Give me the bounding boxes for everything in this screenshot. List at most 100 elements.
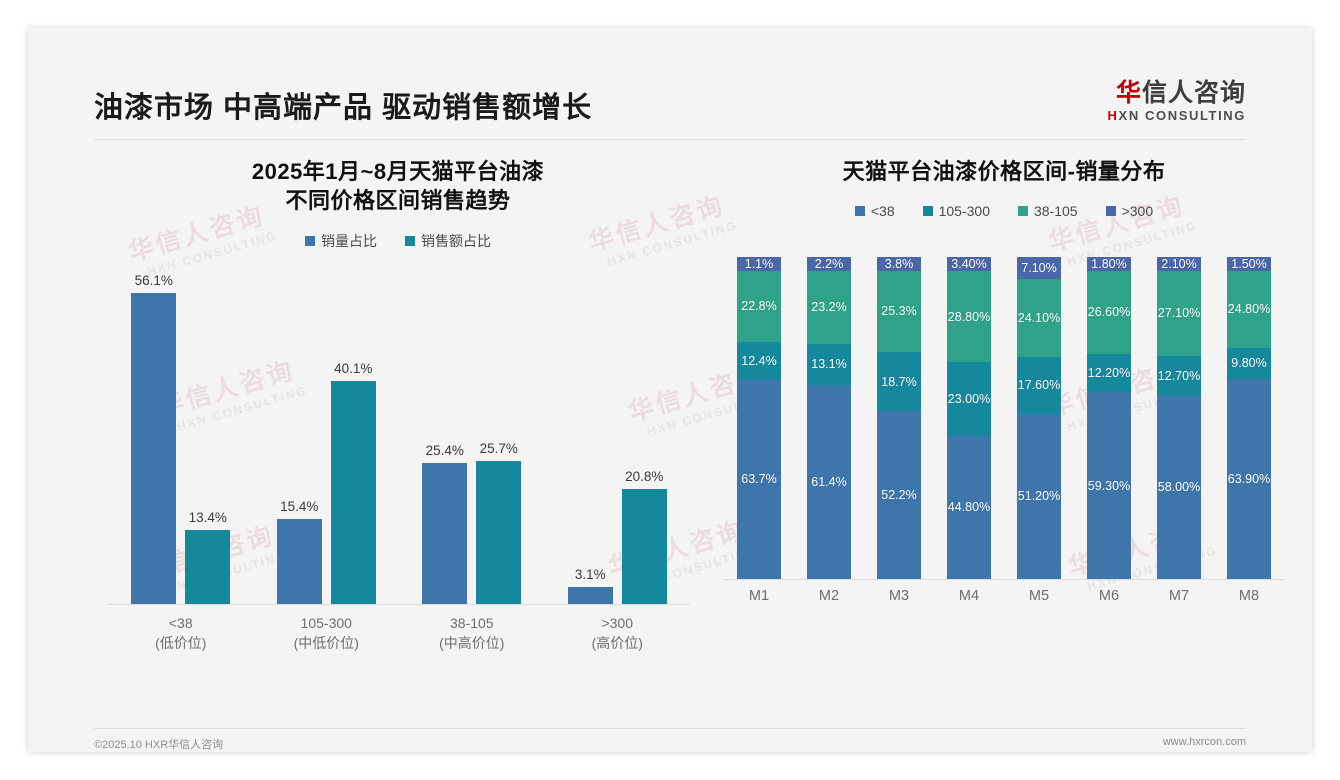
- legend-item-<38[interactable]: <38: [854, 203, 895, 219]
- bar-column[interactable]: 25.4%: [422, 271, 468, 605]
- stacked-column[interactable]: 3.8% 25.3% 18.7% 52.2%: [864, 256, 934, 579]
- stack-segment[interactable]: 2.10%: [1157, 256, 1201, 271]
- stacked-column[interactable]: 2.2% 23.2% 13.1% 61.4%: [794, 256, 864, 579]
- legend-item-sales-amount[interactable]: 销售额占比: [405, 231, 491, 251]
- bar-column[interactable]: 25.7%: [476, 271, 522, 605]
- legend-swatch-icon: [854, 205, 865, 216]
- legend-item-38-105[interactable]: 38-105: [1018, 203, 1078, 219]
- bar-rect[interactable]: [422, 463, 468, 605]
- stack-segment[interactable]: 61.4%: [807, 385, 851, 579]
- slide-canvas: 华信人咨询 HXN CONSULTING 华信人咨询 HXN CONSULTIN…: [28, 28, 1312, 752]
- stack-segment[interactable]: 12.70%: [1157, 355, 1201, 396]
- legend-item-105-300[interactable]: 105-300: [922, 203, 990, 219]
- stack-segment[interactable]: 7.10%: [1017, 256, 1061, 280]
- right-chart-panel: 天猫平台油漆价格区间-销量分布 <38 105-300 38-105 >300 1.1…: [718, 158, 1290, 698]
- bar-rect[interactable]: [276, 519, 322, 605]
- segment-value-label: 28.80%: [947, 309, 991, 324]
- stack-segment[interactable]: 18.7%: [877, 351, 921, 412]
- x-tick-label: M4: [958, 587, 980, 604]
- stack-segment[interactable]: 17.60%: [1017, 357, 1061, 414]
- stack-segment[interactable]: 9.80%: [1227, 348, 1271, 379]
- x-tick-secondary: (低价位): [155, 635, 207, 652]
- segment-value-label: 1.80%: [1091, 256, 1127, 271]
- stack-segment[interactable]: 28.80%: [947, 270, 991, 363]
- bar-value-label: 25.4%: [425, 443, 464, 459]
- segment-value-label: 58.00%: [1157, 480, 1201, 495]
- segment-value-label: 2.2%: [814, 256, 844, 271]
- bar-rect[interactable]: [567, 587, 613, 605]
- right-chart-x-axis-ticks: M1 M2 M3 M4 M5 M6 M7 M8: [724, 588, 1284, 604]
- x-tick-secondary: (中高价位): [439, 635, 505, 652]
- stack-segment[interactable]: 51.20%: [1017, 413, 1061, 579]
- stack-segment[interactable]: 25.3%: [877, 270, 921, 352]
- company-logo: 华信人咨询 HXN CONSULTING: [1108, 80, 1246, 123]
- segment-value-label: 12.4%: [741, 353, 777, 368]
- bar-column[interactable]: 13.4%: [185, 271, 231, 605]
- stack-segment[interactable]: 22.8%: [737, 270, 781, 342]
- footer-website[interactable]: www.hxrcon.com: [1162, 736, 1246, 748]
- stack-segment[interactable]: 44.80%: [947, 435, 991, 579]
- stack-segment[interactable]: 1.50%: [1227, 256, 1271, 271]
- bar-group: 15.4% 40.1%: [254, 271, 400, 605]
- stacked-bar-chart: 1.1% 22.8% 12.4% 63.7% 2.2% 23.2% 13.1% 61.4% 3.…: [718, 256, 1290, 609]
- stack-segment[interactable]: 24.80%: [1227, 270, 1271, 349]
- stacked-column[interactable]: 1.80% 26.60% 12.20% 59.30%: [1074, 256, 1144, 579]
- stack-segment[interactable]: 3.40%: [947, 256, 991, 271]
- legend-item-sales-volume[interactable]: 销量占比: [305, 231, 377, 251]
- right-chart-axis-line: [724, 578, 1284, 580]
- stacked-column[interactable]: 2.10% 27.10% 12.70% 58.00%: [1144, 256, 1214, 579]
- stack-segment[interactable]: 24.10%: [1017, 279, 1061, 358]
- stack-wrapper: 2.2% 23.2% 13.1% 61.4%: [807, 256, 851, 579]
- bar-rect[interactable]: [476, 461, 522, 605]
- logo-chinese-text: 华信人咨询: [1108, 80, 1246, 106]
- stack-segment[interactable]: 1.80%: [1087, 256, 1131, 271]
- stack-segment[interactable]: 63.7%: [737, 380, 781, 579]
- stacked-column[interactable]: 1.1% 22.8% 12.4% 63.7%: [724, 256, 794, 579]
- stack-wrapper: 1.80% 26.60% 12.20% 59.30%: [1087, 256, 1131, 579]
- segment-value-label: 12.20%: [1087, 366, 1131, 381]
- bar-rect[interactable]: [621, 489, 667, 605]
- legend-label: 38-105: [1034, 202, 1078, 219]
- bar-column[interactable]: 15.4%: [276, 271, 322, 605]
- legend-item->300[interactable]: >300: [1105, 203, 1153, 219]
- bar-column[interactable]: 56.1%: [131, 271, 177, 605]
- legend-swatch-icon: [1105, 205, 1116, 216]
- bar-column[interactable]: 40.1%: [330, 271, 376, 605]
- stack-segment[interactable]: 1.1%: [737, 256, 781, 271]
- stack-segment[interactable]: 58.00%: [1157, 395, 1201, 579]
- stack-segment[interactable]: 3.8%: [877, 256, 921, 271]
- bar-group: 3.1% 20.8%: [545, 271, 691, 605]
- stack-segment[interactable]: 12.20%: [1087, 354, 1131, 393]
- legend-swatch-icon: [405, 236, 415, 247]
- stack-segment[interactable]: 2.2%: [807, 256, 851, 271]
- bar-rect[interactable]: [185, 530, 231, 605]
- segment-value-label: 18.7%: [881, 374, 917, 389]
- stacked-column[interactable]: 3.40% 28.80% 23.00% 44.80%: [934, 256, 1004, 579]
- bar-value-label: 15.4%: [280, 499, 319, 515]
- segment-value-label: 23.00%: [947, 392, 991, 407]
- bar-rect[interactable]: [330, 381, 376, 605]
- segment-value-label: 1.50%: [1231, 256, 1267, 271]
- stack-segment[interactable]: 13.1%: [807, 343, 851, 386]
- segment-value-label: 24.10%: [1017, 311, 1061, 326]
- grouped-bar-chart: 56.1% 13.4% 15.4% 40.1% 25.4% 25.7% 3.1% 20.8% …: [88, 271, 708, 651]
- bar-column[interactable]: 3.1%: [567, 271, 613, 605]
- x-tick-label: M6: [1098, 587, 1120, 604]
- bar-column[interactable]: 20.8%: [621, 271, 667, 605]
- header-divider: [94, 139, 1246, 140]
- page-title: 油漆市场 中高端产品 驱动销售额增长: [94, 92, 593, 124]
- stack-segment[interactable]: 52.2%: [877, 411, 921, 579]
- bar-rect[interactable]: [131, 293, 177, 605]
- stack-segment[interactable]: 23.2%: [807, 270, 851, 344]
- x-tick-primary: >300: [601, 615, 634, 632]
- stack-segment[interactable]: 23.00%: [947, 362, 991, 436]
- stacked-column[interactable]: 7.10% 24.10% 17.60% 51.20%: [1004, 256, 1074, 579]
- bar-group: 25.4% 25.7%: [399, 271, 545, 605]
- stack-segment[interactable]: 63.90%: [1227, 378, 1271, 579]
- stacked-column[interactable]: 1.50% 24.80% 9.80% 63.90%: [1214, 256, 1284, 579]
- stack-segment[interactable]: 12.4%: [737, 341, 781, 381]
- stack-segment[interactable]: 59.30%: [1087, 392, 1131, 579]
- stack-segment[interactable]: 27.10%: [1157, 270, 1201, 356]
- stack-segment[interactable]: 26.60%: [1087, 270, 1131, 355]
- x-tick-secondary: (中低价位): [293, 635, 359, 652]
